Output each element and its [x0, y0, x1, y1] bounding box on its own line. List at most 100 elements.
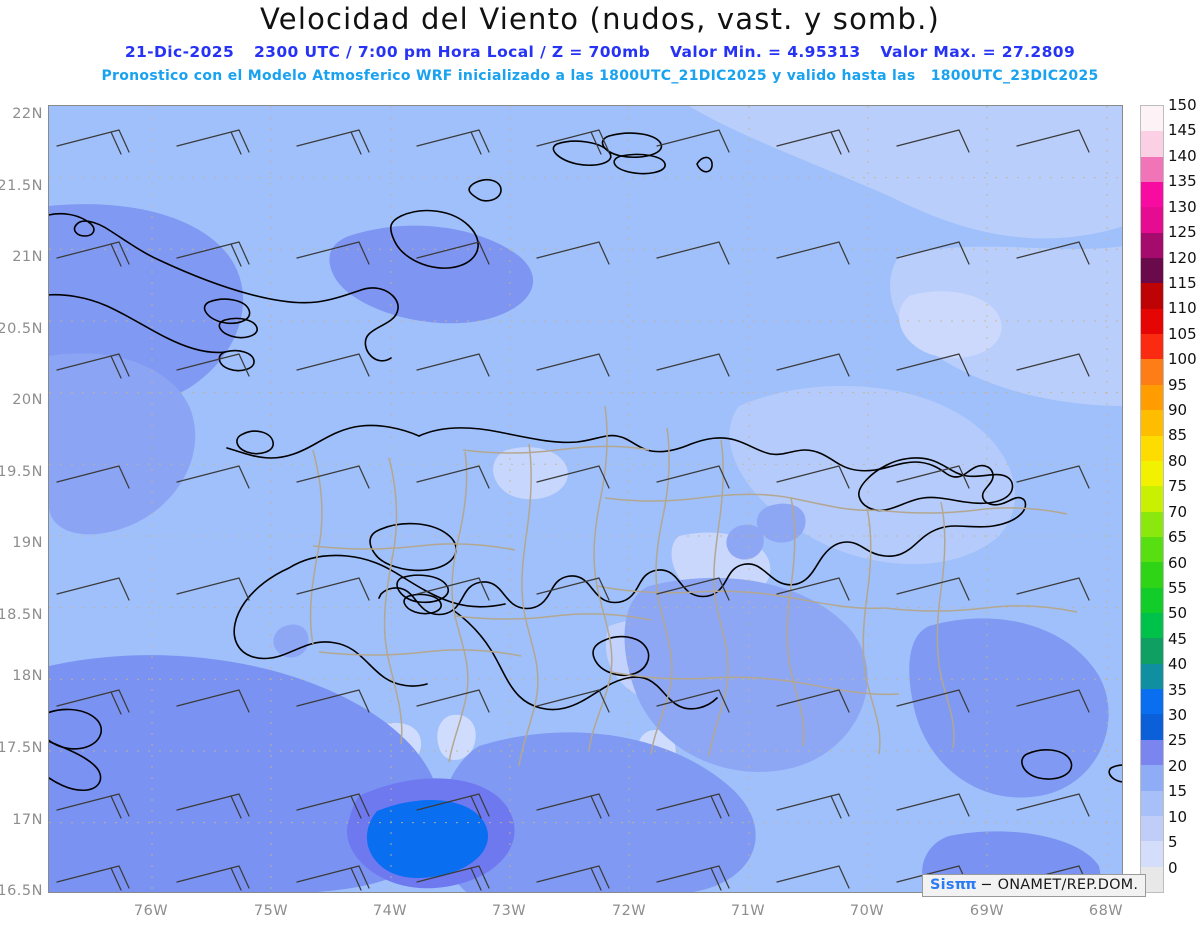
colorbar-band-140: [1141, 156, 1163, 182]
x-tick-2: 74W: [372, 903, 408, 919]
colorbar-band-25: [1141, 739, 1163, 766]
colorbar-label-105: 105: [1168, 324, 1197, 343]
colorbar-band-40: [1141, 663, 1163, 690]
y-tick-0: 22N: [12, 106, 43, 122]
colorbar-label-10: 10: [1168, 807, 1188, 826]
colorbar-label-110: 110: [1168, 299, 1197, 318]
colorbar-band-150: [1141, 105, 1163, 132]
shaded-wind-field: [49, 106, 1122, 892]
colorbar-band-15: [1141, 790, 1163, 816]
colorbar-band-5: [1141, 841, 1163, 867]
colorbar-label-15: 15: [1168, 782, 1188, 801]
colorbar-band-10: [1141, 815, 1163, 842]
x-tick-8: 68W: [1088, 903, 1124, 919]
forecast-date: 21-Dic-2025: [124, 43, 235, 61]
colorbar-label-65: 65: [1168, 528, 1188, 547]
y-tick-6: 19N: [12, 535, 43, 551]
map-plot-area[interactable]: [48, 105, 1123, 893]
colorbar-band-60: [1141, 562, 1163, 588]
colorbar-band-145: [1141, 131, 1163, 157]
x-tick-5: 71W: [730, 903, 766, 919]
colorbar-label-100: 100: [1168, 350, 1197, 369]
colorbar-label-50: 50: [1168, 604, 1188, 623]
colorbar-band-75: [1141, 486, 1163, 512]
colorbar-band-30: [1141, 714, 1163, 740]
colorbar-label-70: 70: [1168, 502, 1188, 521]
model-init-text: Pronostico con el Modelo Atmosferico WRF…: [101, 68, 916, 84]
colorbar-label-115: 115: [1168, 273, 1197, 292]
model-valid-until: 1800UTC_23DIC2025: [930, 68, 1099, 84]
colorbar-band-80: [1141, 460, 1163, 487]
y-tick-8: 18N: [12, 668, 43, 684]
colorbar-band-50: [1141, 613, 1163, 639]
y-tick-5: 19.5N: [0, 464, 43, 480]
colorbar-band-100: [1141, 359, 1163, 385]
wind-barbs: [56, 129, 1090, 891]
y-tick-1: 21.5N: [0, 178, 43, 194]
colorbar-band-85: [1141, 435, 1163, 461]
colorbar-band-105: [1141, 334, 1163, 360]
x-tick-6: 70W: [849, 903, 885, 919]
colorbar-label-90: 90: [1168, 401, 1188, 420]
colorbar-label-130: 130: [1168, 197, 1197, 216]
value-min: Valor Min. = 4.95313: [669, 43, 861, 61]
x-tick-4: 72W: [611, 903, 647, 919]
colorbar-label-0: 0: [1168, 858, 1178, 877]
value-max: Valor Max. = 27.2809: [880, 43, 1076, 61]
x-tick-3: 73W: [491, 903, 527, 919]
colorbar-label-95: 95: [1168, 375, 1188, 394]
colorbar-tick-labels: 0 5 10 15 20 25 30 35 40 45 50 55 60 65 70 75 80 85 90 95 10…: [1168, 98, 1200, 893]
colorbar-label-45: 45: [1168, 629, 1188, 648]
colorbar-label-150: 150: [1168, 96, 1197, 114]
colorbar-label-55: 55: [1168, 578, 1188, 597]
y-tick-7: 18.5N: [0, 607, 43, 623]
colorbar-label-135: 135: [1168, 172, 1197, 191]
colorbar-label-140: 140: [1168, 146, 1197, 165]
y-tick-10: 17N: [12, 812, 43, 828]
province-borders: [309, 405, 1078, 767]
page-title: Velocidad del Viento (nudos, vast. y som…: [259, 2, 940, 36]
colorbar-band-130: [1141, 207, 1163, 233]
colorbar-band-0: [1141, 866, 1163, 892]
colorbar-band-35: [1141, 689, 1163, 715]
colorbar-label-75: 75: [1168, 477, 1188, 496]
x-tick-0: 76W: [133, 903, 169, 919]
colorbar-band-115: [1141, 283, 1163, 309]
y-tick-9: 17.5N: [0, 740, 43, 756]
logo-pi-icon: ππ: [954, 877, 977, 893]
logo-sis-text: Sis: [930, 877, 955, 893]
colorbar-band-125: [1141, 232, 1163, 259]
x-tick-1: 75W: [253, 903, 289, 919]
colorbar-label-25: 25: [1168, 731, 1188, 750]
colorbar-label-145: 145: [1168, 121, 1197, 140]
colorbar-band-20: [1141, 765, 1163, 791]
y-tick-3: 20.5N: [0, 321, 43, 337]
colorbar-label-5: 5: [1168, 833, 1178, 852]
colorbar-label-85: 85: [1168, 426, 1188, 445]
y-tick-2: 21N: [12, 249, 43, 265]
source-watermark: Sisππ − ONAMET/REP.DOM.: [922, 874, 1147, 897]
colorbar-label-120: 120: [1168, 248, 1197, 267]
logo-org-text: − ONAMET/REP.DOM.: [980, 877, 1139, 893]
colorbar-label-35: 35: [1168, 680, 1188, 699]
colorbar-label-20: 20: [1168, 756, 1188, 775]
colorbar-band-90: [1141, 410, 1163, 436]
colorbar[interactable]: [1140, 105, 1164, 893]
y-tick-4: 20N: [12, 392, 43, 408]
colorbar-label-80: 80: [1168, 451, 1188, 470]
colorbar-band-110: [1141, 308, 1163, 335]
x-tick-7: 69W: [969, 903, 1005, 919]
map-canvas: [49, 106, 1122, 892]
coastlines: [49, 132, 1122, 792]
forecast-metadata-line: 21-Dic-2025 2300 UTC / 7:00 pm Hora Loca…: [0, 43, 1200, 61]
colorbar-band-45: [1141, 638, 1163, 664]
colorbar-band-120: [1141, 258, 1163, 284]
colorbar-label-40: 40: [1168, 655, 1188, 674]
colorbar-label-125: 125: [1168, 223, 1197, 242]
y-tick-11: 16.5N: [0, 883, 43, 899]
forecast-time-level: 2300 UTC / 7:00 pm Hora Local / Z = 700m…: [253, 43, 651, 61]
colorbar-label-30: 30: [1168, 706, 1188, 725]
model-init-line: Pronostico con el Modelo Atmosferico WRF…: [0, 68, 1200, 84]
colorbar-label-60: 60: [1168, 553, 1188, 572]
